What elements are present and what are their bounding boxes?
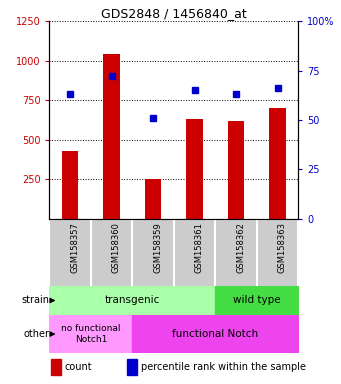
Text: no functional
Notch1: no functional Notch1 <box>61 324 121 344</box>
Bar <box>145 179 162 219</box>
Text: count: count <box>65 362 92 372</box>
Bar <box>127 359 137 375</box>
Text: functional Notch: functional Notch <box>172 329 258 339</box>
Text: GSM158357: GSM158357 <box>70 222 79 273</box>
Bar <box>186 119 203 219</box>
Text: percentile rank within the sample: percentile rank within the sample <box>141 362 306 372</box>
Bar <box>103 55 120 219</box>
Text: transgenic: transgenic <box>105 295 160 306</box>
Text: GSM158361: GSM158361 <box>195 222 204 273</box>
Bar <box>50 359 61 375</box>
Text: GSM158359: GSM158359 <box>153 222 162 273</box>
Text: GSM158362: GSM158362 <box>236 222 245 273</box>
Bar <box>269 108 286 219</box>
Bar <box>62 151 78 219</box>
Text: other: other <box>24 329 49 339</box>
Bar <box>228 121 244 219</box>
Text: strain: strain <box>21 295 49 306</box>
Text: wild type: wild type <box>233 295 281 306</box>
Title: GDS2848 / 1456840_at: GDS2848 / 1456840_at <box>101 7 247 20</box>
Text: GSM158363: GSM158363 <box>278 222 287 273</box>
Text: GSM158360: GSM158360 <box>112 222 121 273</box>
